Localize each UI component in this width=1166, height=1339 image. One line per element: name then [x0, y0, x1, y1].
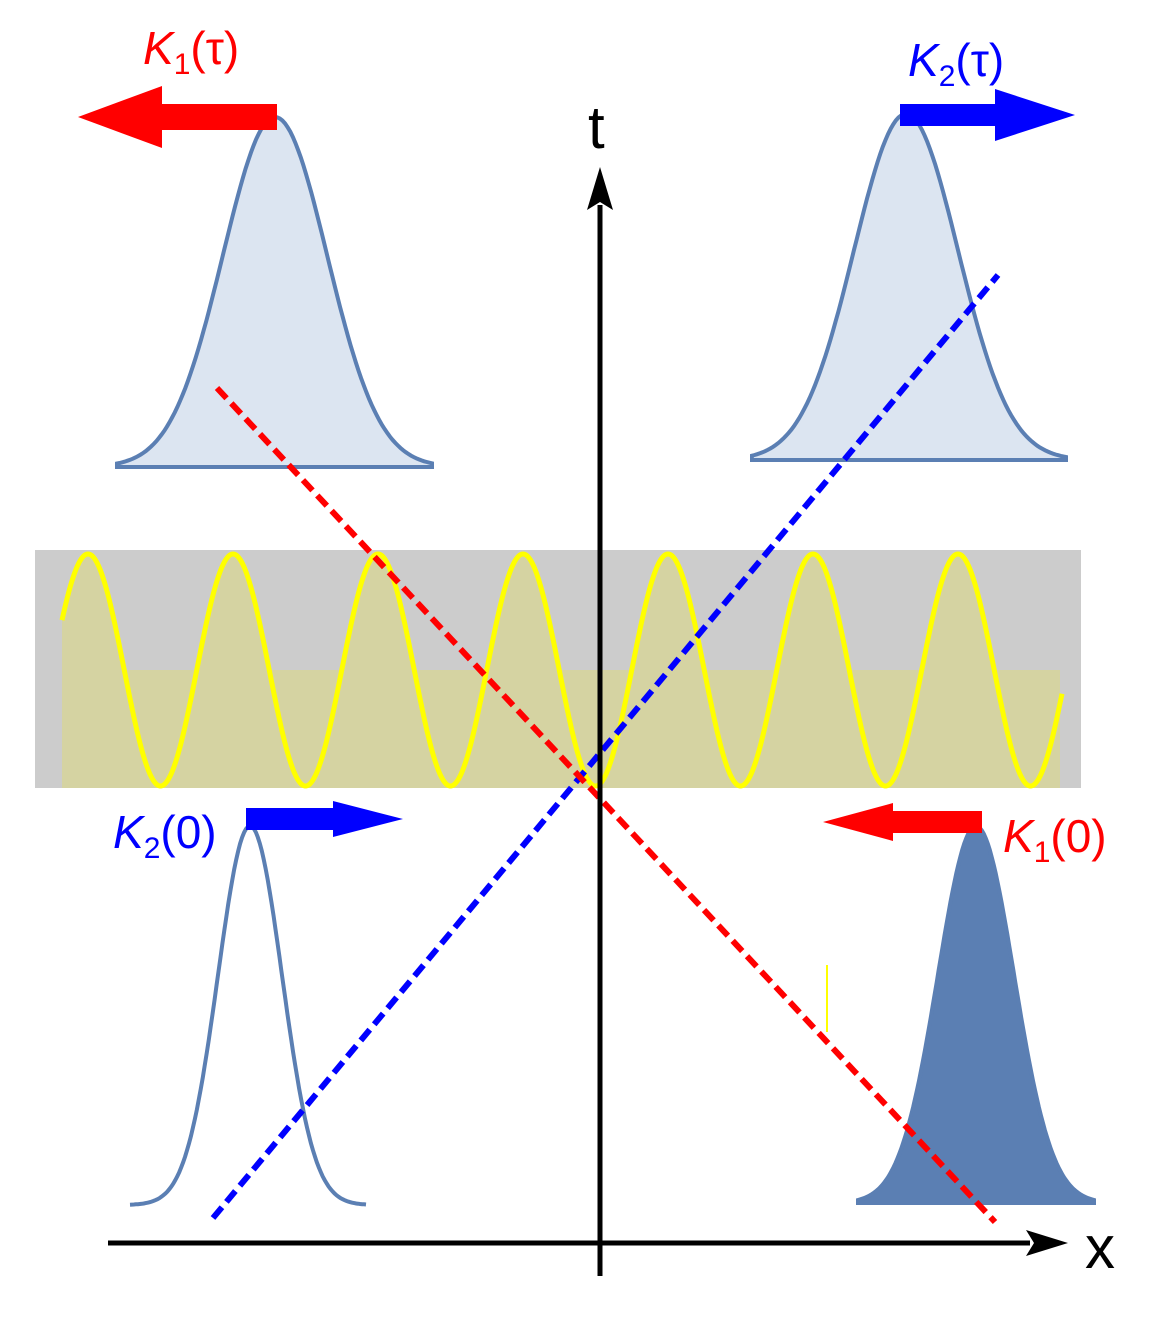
x-axis-label: x — [1085, 1214, 1115, 1281]
label-k1-tau: K1(τ) — [143, 22, 239, 81]
arrow-k2-zero — [246, 801, 403, 837]
arrow-k1-tau — [78, 86, 277, 148]
x-axis-arrowhead — [1026, 1230, 1068, 1256]
t-axis-label: t — [588, 94, 605, 161]
red-trajectory — [214, 385, 998, 1225]
pulse-k1-zero — [856, 823, 1096, 1205]
oscillation-wave — [59, 551, 1065, 789]
blue-trajectory — [210, 273, 1001, 1220]
label-k2-tau: K2(τ) — [908, 34, 1004, 93]
arrow-k2-tau — [900, 89, 1075, 141]
label-k1-zero: K1(0) — [1003, 810, 1107, 869]
pulse-k2-tau — [750, 111, 1068, 462]
arrow-k1-zero — [823, 803, 982, 841]
wave-fill-upper — [62, 554, 1062, 670]
pulse-k2-zero — [129, 823, 367, 1207]
pulse-k1-tau — [115, 114, 434, 469]
t-axis-arrowhead — [587, 167, 613, 210]
label-k2-zero: K2(0) — [113, 806, 217, 865]
